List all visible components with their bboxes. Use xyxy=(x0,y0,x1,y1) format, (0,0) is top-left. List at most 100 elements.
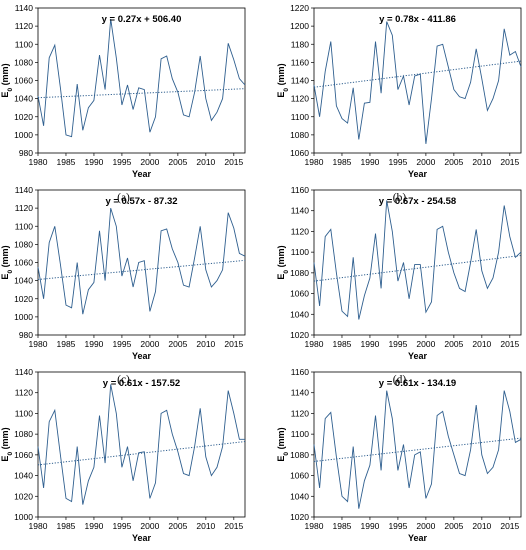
y-axis-title-sub: 0 xyxy=(283,270,290,274)
y-tick-label: 1100 xyxy=(15,408,34,418)
y-tick-label: 1000 xyxy=(14,312,33,322)
x-axis-title: Year xyxy=(132,533,152,543)
y-tick-label: 1120 xyxy=(291,226,310,236)
y-tick-label: 1040 xyxy=(14,471,33,481)
y-axis-title-main: E xyxy=(0,274,10,280)
trend-line xyxy=(37,88,246,99)
y-tick-label: 1080 xyxy=(290,130,309,140)
trend-line xyxy=(313,254,522,282)
x-tick-label: 1985 xyxy=(57,521,76,531)
x-tick-label: 1980 xyxy=(305,339,324,349)
x-tick-label: 1995 xyxy=(388,521,407,531)
y-tick-label: 1140 xyxy=(15,3,34,13)
y-tick-label: 1080 xyxy=(14,57,33,67)
panel-label: (b) xyxy=(393,192,407,204)
plot-frame xyxy=(313,371,522,518)
y-tick-label: 1120 xyxy=(291,408,310,418)
y-axis-title-main: E xyxy=(0,92,10,98)
y-axis-title-main: E xyxy=(276,456,286,462)
x-tick-label: 2000 xyxy=(416,521,435,531)
y-axis-title: E0 (mm) xyxy=(0,245,14,279)
y-axis-title-unit: (mm) xyxy=(0,427,10,452)
trend-equation: y = 0.57x - 87.32 xyxy=(105,196,177,207)
trend-equation: y = 0.67x - 254.58 xyxy=(379,196,456,207)
y-tick-label: 1180 xyxy=(291,39,310,49)
x-tick-label: 1980 xyxy=(305,521,324,531)
y-tick-label: 1160 xyxy=(291,57,310,67)
y-tick-label: 1080 xyxy=(290,450,309,460)
panel-3: 1020 1040 1060 1080 1100 1120 1140 1160 1980 1985… xyxy=(276,185,522,386)
panel-2: 980 1000 1020 1040 1060 1080 1100 1120 1140 1980 1… xyxy=(0,185,246,386)
x-axis-title: Year xyxy=(408,533,428,543)
series-line xyxy=(37,18,246,138)
x-tick-label: 1995 xyxy=(388,157,407,167)
trend-line xyxy=(313,437,522,462)
x-tick-label: 2015 xyxy=(224,521,243,531)
y-tick-label: 1020 xyxy=(14,112,33,122)
y-axis-title: E0 (mm) xyxy=(276,63,290,97)
y-tick-label: 1020 xyxy=(14,491,33,501)
x-tick-label: 2005 xyxy=(168,157,187,167)
x-tick-label: 1995 xyxy=(112,157,131,167)
y-tick-label: 980 xyxy=(19,148,33,158)
y-tick-label: 1140 xyxy=(15,185,34,195)
y-tick-label: 1080 xyxy=(14,239,33,249)
y-tick-label: 1100 xyxy=(291,247,310,257)
x-tick-label: 2015 xyxy=(224,157,243,167)
y-axis-title-main: E xyxy=(276,92,286,98)
panel-label: (a) xyxy=(117,192,130,204)
x-tick-label: 2010 xyxy=(196,521,215,531)
x-axis-title: Year xyxy=(408,351,428,361)
panel-4: 1000 1020 1040 1060 1080 1100 1120 1140 1980 1985… xyxy=(0,367,246,543)
series-line xyxy=(37,207,246,315)
x-tick-label: 1990 xyxy=(84,339,103,349)
y-axis-title-unit: (mm) xyxy=(276,63,286,88)
y-tick-label: 1080 xyxy=(290,268,309,278)
x-tick-label: 1990 xyxy=(360,339,379,349)
x-tick-label: 2005 xyxy=(444,339,463,349)
y-axis-title: E0 (mm) xyxy=(276,245,290,279)
x-tick-label: 1985 xyxy=(57,157,76,167)
y-tick-label: 1060 xyxy=(290,471,309,481)
x-tick-label: 2005 xyxy=(168,339,187,349)
y-tick-label: 1040 xyxy=(14,276,33,286)
y-axis-title-unit: (mm) xyxy=(276,427,286,452)
y-tick-label: 1060 xyxy=(290,289,309,299)
panel-label: (d) xyxy=(393,374,407,386)
y-tick-label: 1100 xyxy=(291,429,310,439)
y-axis-title-unit: (mm) xyxy=(276,245,286,270)
trend-equation: y = 0.61x - 134.19 xyxy=(379,378,456,389)
y-axis-title: E0 (mm) xyxy=(0,427,14,461)
trend-equation: y = 0.61x - 157.52 xyxy=(103,378,180,389)
x-tick-label: 2015 xyxy=(500,157,519,167)
y-tick-label: 1080 xyxy=(14,429,33,439)
y-axis-title-sub: 0 xyxy=(7,270,14,274)
x-tick-label: 2015 xyxy=(500,339,519,349)
y-tick-label: 1140 xyxy=(291,206,310,216)
series-line xyxy=(313,21,522,144)
plot-frame xyxy=(37,7,246,154)
x-tick-label: 2010 xyxy=(196,339,215,349)
x-tick-label: 2015 xyxy=(224,339,243,349)
plot-frame xyxy=(313,7,522,154)
x-tick-label: 1985 xyxy=(333,157,352,167)
y-tick-label: 1040 xyxy=(290,491,309,501)
y-axis-title-sub: 0 xyxy=(7,452,14,456)
trend-line xyxy=(37,441,246,466)
y-tick-label: 980 xyxy=(19,330,33,340)
x-tick-label: 1985 xyxy=(57,339,76,349)
y-tick-label: 1000 xyxy=(14,512,33,522)
y-tick-label: 1120 xyxy=(15,21,34,31)
x-axis-title: Year xyxy=(132,351,152,361)
y-tick-label: 1140 xyxy=(291,388,310,398)
x-tick-label: 1990 xyxy=(360,521,379,531)
x-tick-label: 2005 xyxy=(444,157,463,167)
y-axis-title-unit: (mm) xyxy=(0,245,10,270)
y-tick-label: 1100 xyxy=(291,112,310,122)
y-axis-title-unit: (mm) xyxy=(0,63,10,88)
series-line xyxy=(313,390,522,509)
x-tick-label: 2000 xyxy=(140,521,159,531)
x-tick-label: 2000 xyxy=(416,157,435,167)
trend-line xyxy=(37,259,246,280)
